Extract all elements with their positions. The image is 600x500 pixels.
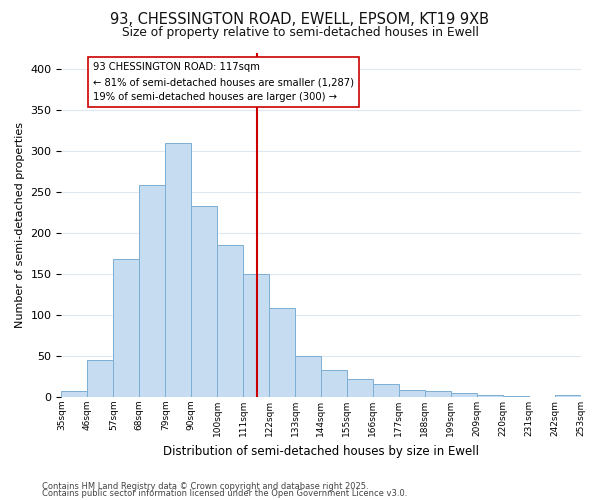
Bar	[217, 246, 243, 397]
Bar	[165, 142, 191, 397]
Bar	[399, 390, 425, 397]
Bar	[88, 360, 113, 397]
Bar	[321, 370, 347, 397]
Bar	[139, 186, 165, 397]
Bar	[295, 356, 321, 397]
Bar	[61, 392, 88, 397]
Text: Size of property relative to semi-detached houses in Ewell: Size of property relative to semi-detach…	[122, 26, 478, 39]
Text: 93 CHESSINGTON ROAD: 117sqm
← 81% of semi-detached houses are smaller (1,287)
19: 93 CHESSINGTON ROAD: 117sqm ← 81% of sem…	[92, 62, 353, 102]
Bar	[269, 308, 295, 397]
Text: Contains public sector information licensed under the Open Government Licence v3: Contains public sector information licen…	[42, 489, 407, 498]
X-axis label: Distribution of semi-detached houses by size in Ewell: Distribution of semi-detached houses by …	[163, 444, 479, 458]
Bar	[503, 396, 529, 397]
Bar	[476, 396, 503, 397]
Text: 93, CHESSINGTON ROAD, EWELL, EPSOM, KT19 9XB: 93, CHESSINGTON ROAD, EWELL, EPSOM, KT19…	[110, 12, 490, 28]
Bar	[425, 392, 451, 397]
Bar	[191, 206, 217, 397]
Bar	[451, 393, 476, 397]
Y-axis label: Number of semi-detached properties: Number of semi-detached properties	[15, 122, 25, 328]
Bar	[347, 379, 373, 397]
Bar	[554, 396, 581, 397]
Bar	[113, 259, 139, 397]
Bar	[243, 274, 269, 397]
Bar	[373, 384, 399, 397]
Text: Contains HM Land Registry data © Crown copyright and database right 2025.: Contains HM Land Registry data © Crown c…	[42, 482, 368, 491]
